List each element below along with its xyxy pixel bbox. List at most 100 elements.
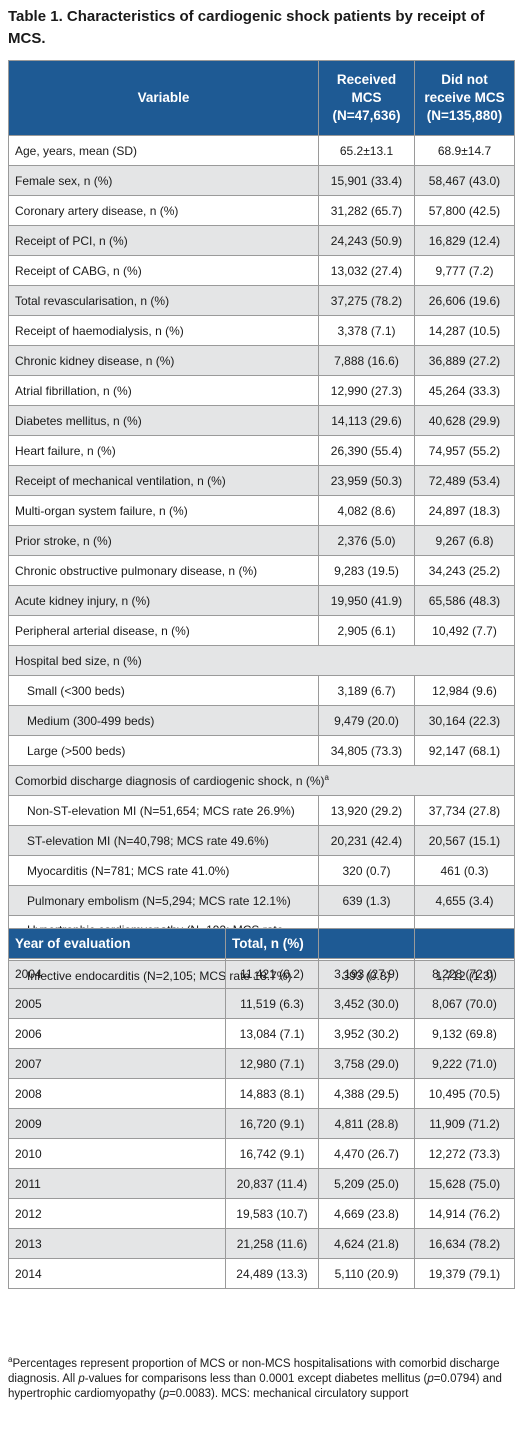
label-cell: Female sex, n (%): [8, 165, 319, 196]
value-cell: 9,283 (19.5): [318, 555, 415, 586]
value-cell: 4,811 (28.8): [318, 1108, 415, 1139]
value-cell: 26,390 (55.4): [318, 435, 415, 466]
value-cell: 14,883 (8.1): [225, 1078, 319, 1109]
value-cell: 8,228 (72.0): [414, 958, 515, 989]
table-row: Female sex, n (%) 15,901 (33.4) 58,467 (43…: [8, 165, 515, 196]
year-cell: 2009: [8, 1108, 226, 1139]
year-cell: 2014: [8, 1258, 226, 1289]
value-cell: 92,147 (68.1): [414, 735, 515, 766]
header-row: Year of evaluation Total, n (%): [8, 928, 515, 959]
value-cell: 12,984 (9.6): [414, 675, 515, 706]
year-cell: 2013: [8, 1228, 226, 1259]
group-row: Comorbid discharge diagnosis of cardioge…: [8, 765, 515, 796]
group-title-text: Comorbid discharge diagnosis of cardioge…: [15, 774, 325, 788]
header-cell: [414, 928, 515, 959]
value-cell: 37,275 (78.2): [318, 285, 415, 316]
header-cell: Variable: [8, 60, 319, 136]
table-row: Chronic kidney disease, n (%) 7,888 (16.6…: [8, 345, 515, 376]
value-cell: 19,583 (10.7): [225, 1198, 319, 1229]
value-cell: 12,990 (27.3): [318, 375, 415, 406]
label-cell: Medium (300-499 beds): [8, 705, 319, 736]
table-row: Receipt of CABG, n (%) 13,032 (27.4) 9,777…: [8, 255, 515, 286]
value-cell: 2,905 (6.1): [318, 615, 415, 646]
value-cell: 65.2±13.1: [318, 135, 415, 166]
table-row: Diabetes mellitus, n (%) 14,113 (29.6) 40,…: [8, 405, 515, 436]
value-cell: 23,959 (50.3): [318, 465, 415, 496]
label-cell: Atrial fibrillation, n (%): [8, 375, 319, 406]
value-cell: 19,379 (79.1): [414, 1258, 515, 1289]
note-marker: a: [324, 773, 329, 782]
value-cell: 40,628 (29.9): [414, 405, 515, 436]
table-row: 2008 14,883 (8.1) 4,388 (29.5) 10,495 (70.5…: [8, 1078, 515, 1109]
value-cell: 4,082 (8.6): [318, 495, 415, 526]
value-cell: 3,193 (27.9): [318, 958, 415, 989]
value-cell: 9,267 (6.8): [414, 525, 515, 556]
value-cell: 31,282 (65.7): [318, 195, 415, 226]
table-row: Age, years, mean (SD) 65.2±13.1 68.9±14.7: [8, 135, 515, 166]
value-cell: 65,586 (48.3): [414, 585, 515, 616]
value-cell: 13,920 (29.2): [318, 795, 415, 826]
group-title-text: Hospital bed size, n (%): [15, 653, 142, 668]
label-cell: Small (<300 beds): [8, 675, 319, 706]
table-row: 2007 12,980 (7.1) 3,758 (29.0) 9,222 (71.0): [8, 1048, 515, 1079]
value-cell: 3,189 (6.7): [318, 675, 415, 706]
year-cell: 2004: [8, 958, 226, 989]
label-cell: Multi-organ system failure, n (%): [8, 495, 319, 526]
table-row: Peripheral arterial disease, n (%) 2,905 …: [8, 615, 515, 646]
value-cell: 14,113 (29.6): [318, 405, 415, 436]
value-cell: 8,067 (70.0): [414, 988, 515, 1019]
value-cell: 21,258 (11.6): [225, 1228, 319, 1259]
year-cell: 2005: [8, 988, 226, 1019]
table-row: ST-elevation MI (N=40,798; MCS rate 49.6…: [8, 825, 515, 856]
table-row: 2013 21,258 (11.6) 4,624 (21.8) 16,634 (78.…: [8, 1228, 515, 1259]
characteristics-table: Variable Received MCS (N=47,636) Did not r…: [8, 60, 515, 991]
label-cell: Chronic kidney disease, n (%): [8, 345, 319, 376]
label-cell: Receipt of haemodialysis, n (%): [8, 315, 319, 346]
year-cell: 2010: [8, 1138, 226, 1169]
value-cell: 68.9±14.7: [414, 135, 515, 166]
table-row: Myocarditis (N=781; MCS rate 41.0%) 320 (…: [8, 855, 515, 886]
value-cell: 14,287 (10.5): [414, 315, 515, 346]
value-cell: 3,758 (29.0): [318, 1048, 415, 1079]
table-row: Receipt of PCI, n (%) 24,243 (50.9) 16,829…: [8, 225, 515, 256]
value-cell: 320 (0.7): [318, 855, 415, 886]
group-title: Comorbid discharge diagnosis of cardioge…: [8, 765, 515, 796]
table-row: Medium (300-499 beds) 9,479 (20.0) 30,164 …: [8, 705, 515, 736]
table-row: Coronary artery disease, n (%) 31,282 (65…: [8, 195, 515, 226]
header-cell: Did not receive MCS (N=135,880): [414, 60, 515, 136]
value-cell: 11,519 (6.3): [225, 988, 319, 1019]
year-cell: 2007: [8, 1048, 226, 1079]
footnote: aPercentages represent proportion of MCS…: [8, 1352, 508, 1402]
value-cell: 3,452 (30.0): [318, 988, 415, 1019]
table-row: 2012 19,583 (10.7) 4,669 (23.8) 14,914 (76.…: [8, 1198, 515, 1229]
value-cell: 9,479 (20.0): [318, 705, 415, 736]
table-row: Chronic obstructive pulmonary disease, n…: [8, 555, 515, 586]
label-cell: Receipt of PCI, n (%): [8, 225, 319, 256]
value-cell: 20,567 (15.1): [414, 825, 515, 856]
footnote-text: =0.0794) and hypertrophic cardiomyopathy…: [8, 1372, 502, 1400]
value-cell: 24,897 (18.3): [414, 495, 515, 526]
value-cell: 57,800 (42.5): [414, 195, 515, 226]
value-cell: 7,888 (16.6): [318, 345, 415, 376]
value-cell: 4,655 (3.4): [414, 885, 515, 916]
table-row: Small (<300 beds) 3,189 (6.7) 12,984 (9.6): [8, 675, 515, 706]
value-cell: 72,489 (53.4): [414, 465, 515, 496]
value-cell: 5,110 (20.9): [318, 1258, 415, 1289]
group-row: Hospital bed size, n (%): [8, 645, 515, 676]
value-cell: 13,032 (27.4): [318, 255, 415, 286]
value-cell: 3,378 (7.1): [318, 315, 415, 346]
value-cell: 74,957 (55.2): [414, 435, 515, 466]
table-row: 2005 11,519 (6.3) 3,452 (30.0) 8,067 (70.0): [8, 988, 515, 1019]
header-cell: Year of evaluation: [8, 928, 226, 959]
value-cell: 11,421 (6.2): [225, 958, 319, 989]
value-cell: 9,777 (7.2): [414, 255, 515, 286]
footnote-text: -values for comparisons less than 0.0001…: [84, 1372, 428, 1385]
label-cell: Chronic obstructive pulmonary disease, n…: [8, 555, 319, 586]
value-cell: 10,492 (7.7): [414, 615, 515, 646]
value-cell: 9,222 (71.0): [414, 1048, 515, 1079]
label-cell: Receipt of mechanical ventilation, n (%): [8, 465, 319, 496]
header-row: Variable Received MCS (N=47,636) Did not r…: [8, 60, 515, 136]
value-cell: 461 (0.3): [414, 855, 515, 886]
value-cell: 12,980 (7.1): [225, 1048, 319, 1079]
